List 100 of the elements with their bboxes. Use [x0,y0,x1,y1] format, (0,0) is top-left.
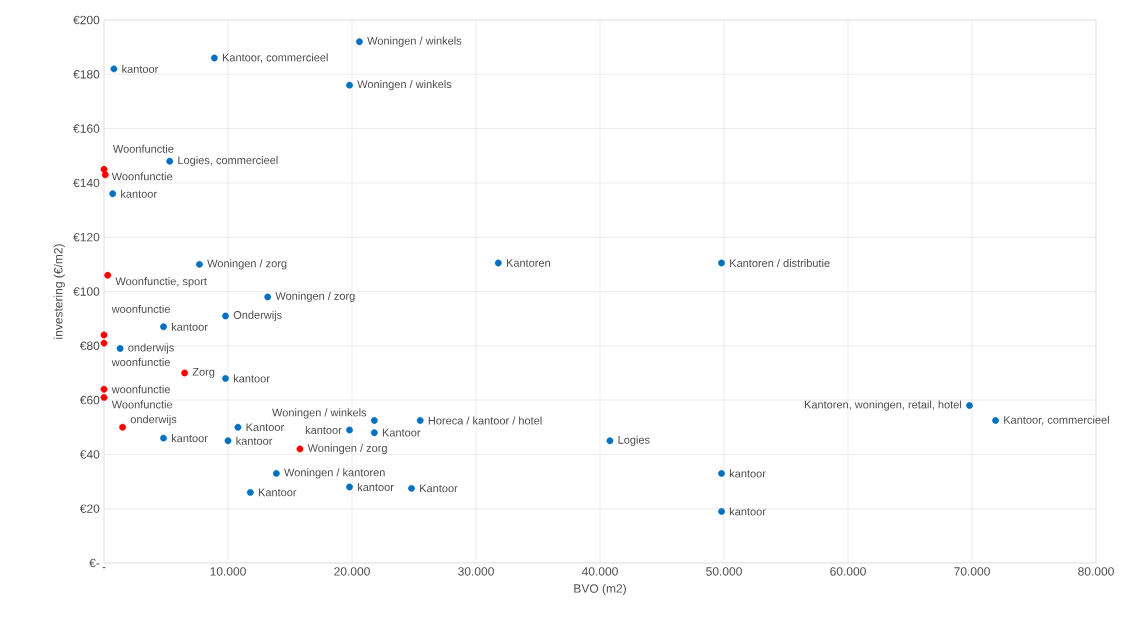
x-axis-title: BVO (m2) [574,583,626,596]
annotation: Woonfunctie [112,144,174,153]
x-tick-label: 40.000 [581,567,618,576]
annotation: Kantoor [246,423,284,432]
point [100,331,108,339]
point [160,323,167,331]
annotation: Horeca / kantoor / hotel [428,416,542,425]
annotation: kantoor [233,374,270,383]
x-tick-label: 60.000 [830,567,866,576]
point [992,417,999,424]
annotation: kantoor [729,507,766,516]
point [296,445,304,453]
annotation: woonfunctie [111,358,170,367]
y-tick-label: €60 [79,395,100,405]
point [100,385,108,393]
x-tick-label: - [102,567,106,569]
y-tick-label: €40 [79,450,100,459]
point [246,489,254,496]
point [210,54,218,62]
x-tick-label: 30.000 [458,567,494,576]
point [606,437,614,445]
y-axis-title: investering (€/m2) [53,244,65,339]
point [234,423,242,431]
point [166,157,174,165]
y-tick-label: €140 [73,178,100,188]
point [966,402,973,409]
x-tick-label: 20.000 [334,567,370,576]
x-tick-label: 80.000 [1078,567,1114,576]
x-tick-label: 10.000 [210,567,246,576]
annotation: kantoor [357,482,394,492]
annotation: Kantoren [506,259,550,267]
point [416,417,424,424]
annotation: Woningen / zorg [307,443,387,455]
annotation: Kantoor [382,428,421,437]
y-tick-label: €80 [79,341,100,351]
annotation: Kantoor [420,484,458,493]
annotation: Logies, commercieel [178,156,278,167]
annotation: Woningen / zorg [207,259,287,270]
annotation: onderwijs [130,415,177,426]
point [370,417,378,424]
point [718,508,725,515]
annotation: woonfunctie [111,385,170,394]
annotation: kantoor [122,64,159,73]
point [100,393,108,401]
annotation: Zorg [192,368,215,378]
point [346,483,353,491]
point [104,271,112,279]
point [116,345,124,352]
annotation: kantoor [236,436,273,445]
point [109,190,117,198]
y-tick-label: €120 [73,232,100,242]
point [224,437,232,445]
point [160,434,167,442]
annotation: woonfunctie [111,304,170,313]
annotation: Onderwijs [233,310,282,322]
y-tick-label: €160 [73,124,100,133]
point [101,171,109,179]
annotation: Kantoren / distributie [730,258,830,268]
annotation: Kantoor [258,488,297,497]
annotation: Kantoor, commercieel [222,53,328,63]
annotation: Kantoor, commercieel [1004,415,1109,426]
x-tick-label: 50.000 [706,567,742,576]
point [181,369,188,377]
annotation: kantoor [121,189,157,198]
point [356,38,363,46]
annotation: Woonfunctie [111,400,173,409]
annotation: kantoor [305,425,342,435]
annotation: Woonfunctie [111,172,173,181]
annotation: kantoor [171,322,208,331]
point [346,426,353,434]
annotation: Woningen / zorg [275,291,355,303]
point [196,260,203,268]
point [100,339,108,347]
point [272,470,280,477]
point [119,423,126,431]
annotation: kantoor [729,469,766,478]
point [408,484,415,492]
point [110,65,118,73]
point [222,374,229,382]
y-tick-label: €100 [73,287,100,296]
annotation: Logies [618,435,650,446]
annotation: Woningen / winkels [367,36,462,47]
annotation: onderwijs [128,343,174,354]
annotation: Kantoren, woningen, retail, hotel [804,400,962,411]
annotation: Woningen / kantoren [284,468,385,479]
y-tick-label: €20 [79,504,100,513]
annotation: Woonfunctie, sport [115,277,207,288]
point [494,259,502,267]
annotation: Woningen / winkels [357,80,452,91]
point [346,81,353,89]
point [718,259,725,267]
y-tick-label: €- [89,558,100,568]
y-tick-label: €180 [73,70,100,79]
point [264,293,272,301]
y-tick-label: €200 [73,15,100,25]
annotation: Woningen / winkels [272,408,367,419]
annotation: kantoor [171,434,208,443]
point [370,429,378,437]
x-tick-label: 70.000 [954,567,990,576]
point [222,312,229,320]
